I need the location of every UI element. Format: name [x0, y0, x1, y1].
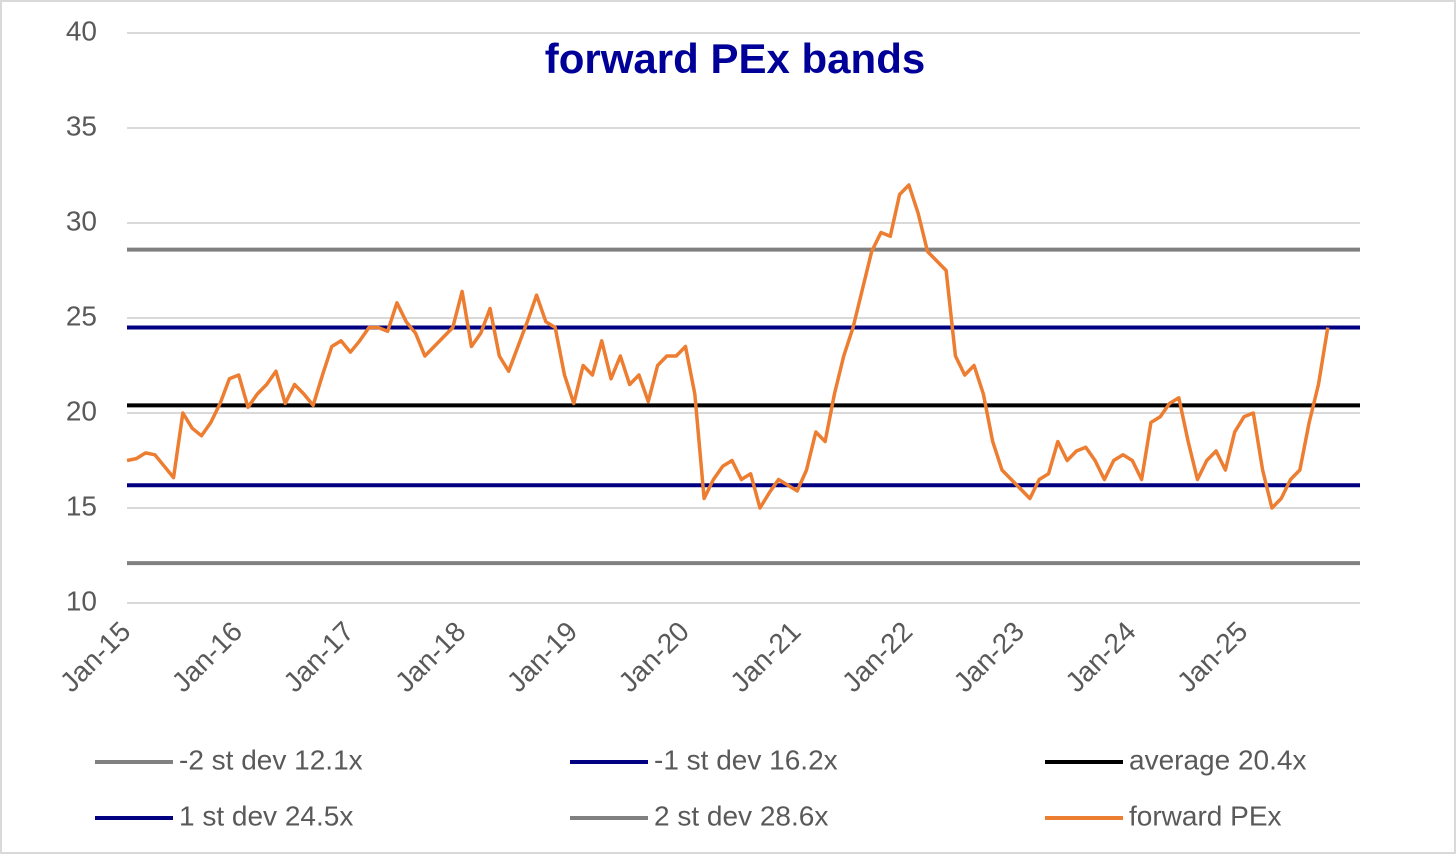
legend-label: average 20.4x	[1129, 744, 1306, 775]
y-tick-label: 10	[66, 585, 97, 616]
legend-label: 1 st dev 24.5x	[179, 800, 353, 831]
legend-label: 2 st dev 28.6x	[654, 800, 828, 831]
y-tick-label: 15	[66, 490, 97, 521]
y-tick-label: 40	[66, 15, 97, 46]
y-tick-label: 20	[66, 395, 97, 426]
legend-label: forward PEx	[1129, 800, 1282, 831]
y-tick-label: 25	[66, 300, 97, 331]
chart-title: forward PEx bands	[545, 35, 925, 82]
y-tick-label: 30	[66, 205, 97, 236]
legend-label: -2 st dev 12.1x	[179, 744, 363, 775]
series-line	[126, 183, 1330, 510]
y-tick-label: 35	[66, 110, 97, 141]
legend-label: -1 st dev 16.2x	[654, 744, 838, 775]
